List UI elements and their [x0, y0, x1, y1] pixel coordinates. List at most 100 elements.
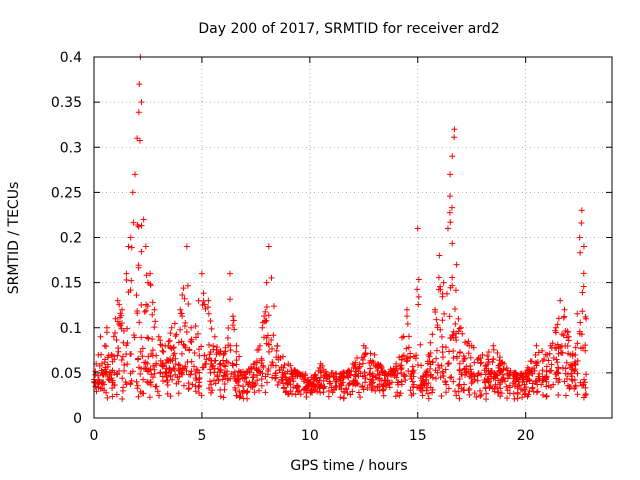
- x-axis-label: GPS time / hours: [290, 458, 407, 474]
- data-point: [564, 334, 571, 341]
- data-point: [261, 313, 268, 320]
- data-point: [269, 359, 276, 366]
- data-point: [188, 358, 195, 365]
- data-point: [176, 373, 183, 380]
- data-point: [467, 354, 474, 361]
- data-point: [435, 362, 442, 369]
- data-point: [192, 334, 199, 341]
- data-point: [320, 389, 327, 396]
- y-tick-label: 0.4: [60, 50, 82, 66]
- data-point: [499, 377, 506, 384]
- data-point: [183, 328, 190, 335]
- data-point: [374, 384, 381, 390]
- data-point: [175, 361, 182, 368]
- data-point: [432, 309, 439, 316]
- data-point: [359, 373, 366, 380]
- data-point: [164, 390, 171, 397]
- data-point: [138, 99, 145, 106]
- data-point: [260, 334, 267, 341]
- data-point: [301, 386, 308, 393]
- data-point: [497, 393, 504, 400]
- data-point: [477, 360, 484, 367]
- data-point: [579, 289, 586, 296]
- y-tick-labels: 0 0.05 0.1 0.15 0.2 0.25 0.3 0.35 0.4: [51, 50, 82, 427]
- data-point: [414, 225, 421, 232]
- data-point: [251, 389, 258, 396]
- data-point: [184, 282, 191, 289]
- data-point: [451, 388, 458, 395]
- data-point: [376, 381, 383, 388]
- x-tick-label: 0: [90, 428, 99, 444]
- data-point: [144, 303, 151, 310]
- data-point: [223, 358, 230, 365]
- data-point: [325, 388, 332, 395]
- data-point: [127, 381, 134, 388]
- data-point: [332, 382, 339, 389]
- data-point: [426, 365, 433, 372]
- data-point: [274, 382, 281, 389]
- data-point: [262, 389, 269, 396]
- data-point: [258, 382, 265, 389]
- data-point: [279, 353, 286, 360]
- data-point: [348, 368, 355, 375]
- data-point: [192, 388, 199, 395]
- data-point: [100, 371, 107, 378]
- data-point: [344, 373, 351, 380]
- data-point: [138, 248, 145, 255]
- data-point: [233, 348, 240, 355]
- data-point: [179, 292, 186, 299]
- data-point: [347, 372, 354, 379]
- data-point: [236, 394, 243, 401]
- data-point: [205, 310, 212, 317]
- data-point: [362, 345, 369, 352]
- data-point: [427, 339, 434, 346]
- data-point: [259, 324, 266, 331]
- data-point: [152, 318, 159, 325]
- data-point: [542, 351, 549, 358]
- data-point: [450, 334, 457, 341]
- data-point: [568, 376, 575, 383]
- data-point: [112, 329, 119, 336]
- data-point: [526, 388, 533, 395]
- data-point: [569, 352, 576, 359]
- data-point: [175, 339, 182, 346]
- data-point: [265, 348, 272, 355]
- data-point: [99, 385, 106, 392]
- data-point: [490, 346, 497, 353]
- data-point: [99, 380, 106, 387]
- data-points: [91, 54, 590, 403]
- data-point: [201, 352, 208, 359]
- data-point: [270, 303, 277, 310]
- data-point: [119, 306, 126, 313]
- data-point: [491, 370, 498, 377]
- data-point: [125, 289, 132, 296]
- data-point: [185, 380, 192, 387]
- data-point: [167, 356, 174, 363]
- data-point: [468, 380, 475, 387]
- data-point: [436, 252, 443, 259]
- x-tick-labels: 0 5 10 15 20: [90, 428, 535, 444]
- data-point: [113, 336, 120, 343]
- data-point: [397, 362, 404, 369]
- data-point: [429, 331, 436, 338]
- data-point: [374, 362, 381, 369]
- data-point: [152, 383, 159, 390]
- data-point: [455, 315, 462, 322]
- data-point: [438, 333, 445, 340]
- data-point: [160, 348, 167, 355]
- data-point: [172, 355, 179, 362]
- data-point: [123, 270, 130, 277]
- data-point: [192, 370, 199, 377]
- data-point: [284, 368, 291, 375]
- data-point: [98, 360, 105, 367]
- data-point: [522, 384, 529, 391]
- data-point: [533, 389, 540, 396]
- data-point: [481, 379, 488, 386]
- data-point: [369, 358, 376, 365]
- data-point: [265, 312, 272, 319]
- data-point: [149, 347, 156, 354]
- data-point: [519, 374, 526, 381]
- data-point: [456, 325, 463, 332]
- data-point: [171, 320, 178, 327]
- data-point: [114, 352, 121, 359]
